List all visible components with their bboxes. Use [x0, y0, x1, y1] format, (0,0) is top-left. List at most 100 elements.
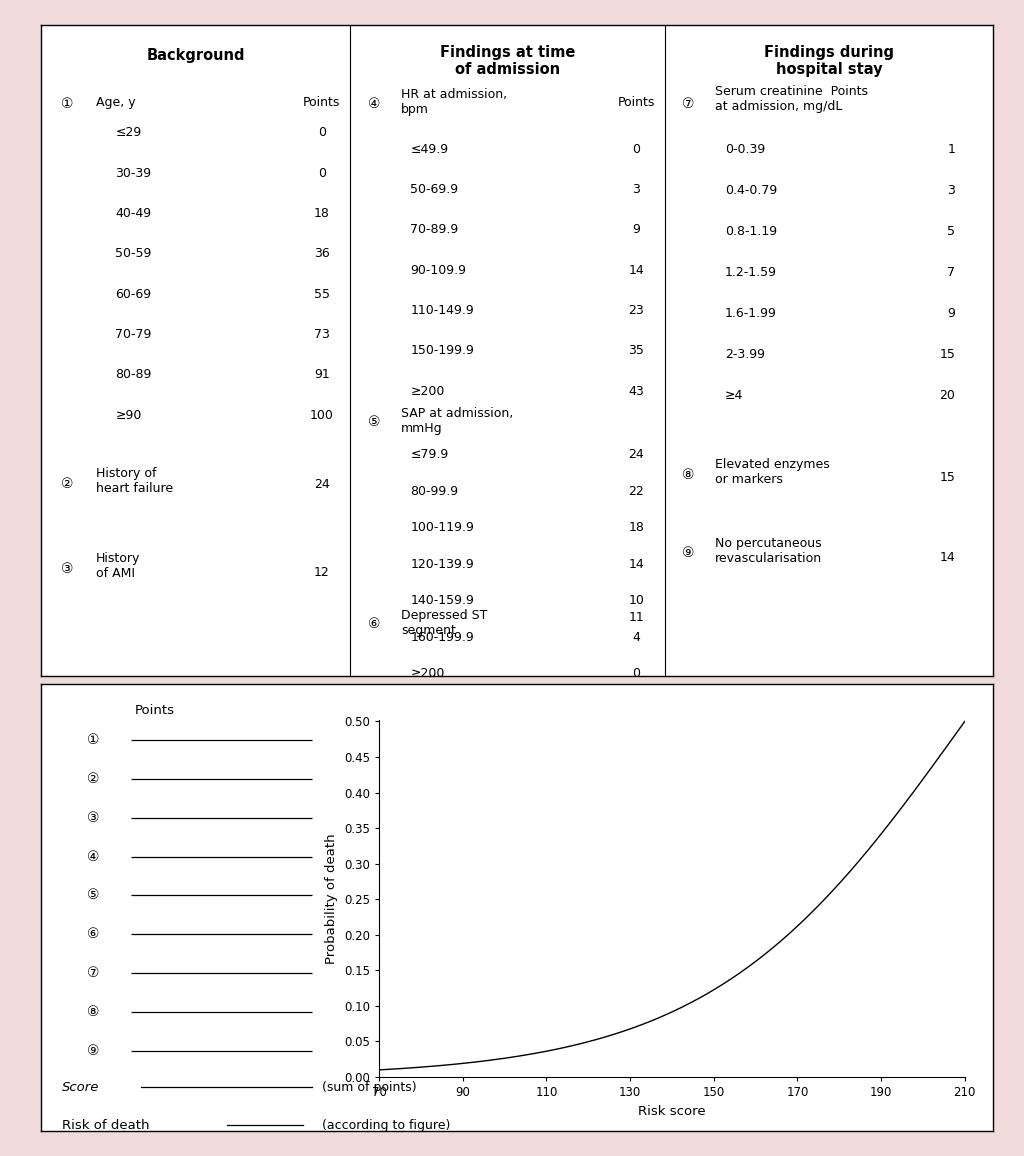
Text: ⑧: ⑧: [682, 467, 695, 482]
Text: ≤29: ≤29: [116, 126, 141, 140]
Text: 140-159.9: 140-159.9: [411, 594, 474, 607]
Text: 0.4-0.79: 0.4-0.79: [725, 184, 777, 197]
Text: 100: 100: [310, 409, 334, 422]
Text: 15: 15: [939, 348, 955, 361]
Text: History
of AMI: History of AMI: [96, 551, 140, 579]
Text: ②: ②: [61, 477, 74, 491]
Text: ≥4: ≥4: [725, 388, 743, 401]
Text: 120-139.9: 120-139.9: [411, 558, 474, 571]
Text: (sum of points): (sum of points): [322, 1081, 417, 1094]
Text: ≤79.9: ≤79.9: [411, 449, 449, 461]
Text: ⑧: ⑧: [87, 1005, 99, 1018]
Text: ③: ③: [61, 562, 74, 576]
Text: ③: ③: [87, 810, 99, 824]
Text: ≥200: ≥200: [411, 385, 444, 398]
Text: ≥200: ≥200: [411, 667, 444, 680]
Text: 70-89.9: 70-89.9: [411, 223, 459, 236]
Text: 14: 14: [939, 550, 955, 564]
Text: 23: 23: [629, 304, 644, 317]
Text: SAP at admission,
mmHg: SAP at admission, mmHg: [401, 407, 513, 435]
Text: 22: 22: [629, 484, 644, 498]
Text: 14: 14: [629, 264, 644, 276]
Text: 100-119.9: 100-119.9: [411, 521, 474, 534]
Text: 24: 24: [314, 477, 330, 491]
Y-axis label: Probability of death: Probability of death: [326, 833, 339, 964]
Text: Findings at time
of admission: Findings at time of admission: [440, 45, 575, 77]
Text: 0-0.39: 0-0.39: [725, 142, 765, 156]
Text: 70-79: 70-79: [116, 328, 152, 341]
Text: 60-69: 60-69: [116, 288, 152, 301]
Text: 0: 0: [632, 667, 640, 680]
Text: 36: 36: [314, 247, 330, 260]
Text: (according to figure): (according to figure): [322, 1119, 451, 1132]
Text: 91: 91: [314, 369, 330, 381]
Text: ⑥: ⑥: [87, 927, 99, 941]
Text: Points: Points: [135, 704, 175, 718]
Text: 5: 5: [947, 224, 955, 238]
Text: ②: ②: [87, 772, 99, 786]
Text: 90-109.9: 90-109.9: [411, 264, 467, 276]
Text: 0: 0: [317, 126, 326, 140]
Text: Serum creatinine  Points
at admission, mg/dL: Serum creatinine Points at admission, mg…: [715, 86, 868, 113]
Text: 10: 10: [628, 594, 644, 607]
Text: 35: 35: [628, 344, 644, 357]
Text: ④: ④: [368, 97, 381, 111]
Text: Points: Points: [303, 96, 341, 109]
Text: 20: 20: [939, 388, 955, 401]
Text: 9: 9: [632, 223, 640, 236]
Text: 7: 7: [947, 266, 955, 279]
Text: ⑦: ⑦: [87, 966, 99, 980]
Text: 18: 18: [314, 207, 330, 220]
Text: 12: 12: [314, 565, 330, 579]
Text: 9: 9: [947, 306, 955, 319]
Text: ≤49.9: ≤49.9: [411, 142, 449, 156]
Text: ①: ①: [61, 97, 74, 111]
X-axis label: Risk score: Risk score: [638, 1105, 706, 1118]
Text: 1.6-1.99: 1.6-1.99: [725, 306, 776, 319]
Text: ⑨: ⑨: [682, 546, 695, 560]
Text: 1.2-1.59: 1.2-1.59: [725, 266, 777, 279]
Text: ⑦: ⑦: [682, 97, 695, 111]
Text: 30-39: 30-39: [116, 166, 152, 179]
Text: 160-199.9: 160-199.9: [411, 631, 474, 644]
Text: 50-59: 50-59: [116, 247, 152, 260]
Text: ≥90: ≥90: [116, 409, 141, 422]
Text: 14: 14: [629, 558, 644, 571]
Text: 80-89: 80-89: [116, 369, 152, 381]
Text: 18: 18: [628, 521, 644, 534]
Text: HR at admission,
bpm: HR at admission, bpm: [401, 88, 507, 117]
Text: 11: 11: [629, 612, 644, 624]
Text: Depressed ST
segment: Depressed ST segment: [401, 609, 487, 637]
Text: 24: 24: [629, 449, 644, 461]
Text: 1: 1: [947, 142, 955, 156]
Text: ④: ④: [87, 850, 99, 864]
Text: 2-3.99: 2-3.99: [725, 348, 765, 361]
Text: Elevated enzymes
or markers: Elevated enzymes or markers: [715, 458, 830, 486]
Text: Score: Score: [61, 1081, 99, 1094]
Text: Risk of death: Risk of death: [61, 1119, 150, 1132]
Text: 3: 3: [632, 183, 640, 195]
Text: ⑤: ⑤: [368, 415, 381, 429]
Text: ①: ①: [87, 733, 99, 747]
Text: 80-99.9: 80-99.9: [411, 484, 459, 498]
Text: History of
heart failure: History of heart failure: [96, 467, 173, 495]
Text: 110-149.9: 110-149.9: [411, 304, 474, 317]
Text: 55: 55: [314, 288, 330, 301]
Text: Background: Background: [146, 49, 245, 64]
Text: 3: 3: [947, 184, 955, 197]
Text: 73: 73: [314, 328, 330, 341]
Text: Findings during
hospital stay: Findings during hospital stay: [764, 45, 894, 77]
Text: 43: 43: [629, 385, 644, 398]
Text: 50-69.9: 50-69.9: [411, 183, 459, 195]
Text: Age, y: Age, y: [96, 96, 136, 109]
Text: 0.8-1.19: 0.8-1.19: [725, 224, 777, 238]
Text: 40-49: 40-49: [116, 207, 152, 220]
Text: ⑨: ⑨: [87, 1044, 99, 1058]
Text: 4: 4: [632, 631, 640, 644]
Text: 150-199.9: 150-199.9: [411, 344, 474, 357]
Text: Points: Points: [617, 96, 654, 109]
Text: ⑤: ⑤: [87, 889, 99, 903]
Text: No percutaneous
revascularisation: No percutaneous revascularisation: [715, 538, 822, 565]
Text: ⑥: ⑥: [368, 617, 381, 631]
Text: 0: 0: [632, 142, 640, 156]
